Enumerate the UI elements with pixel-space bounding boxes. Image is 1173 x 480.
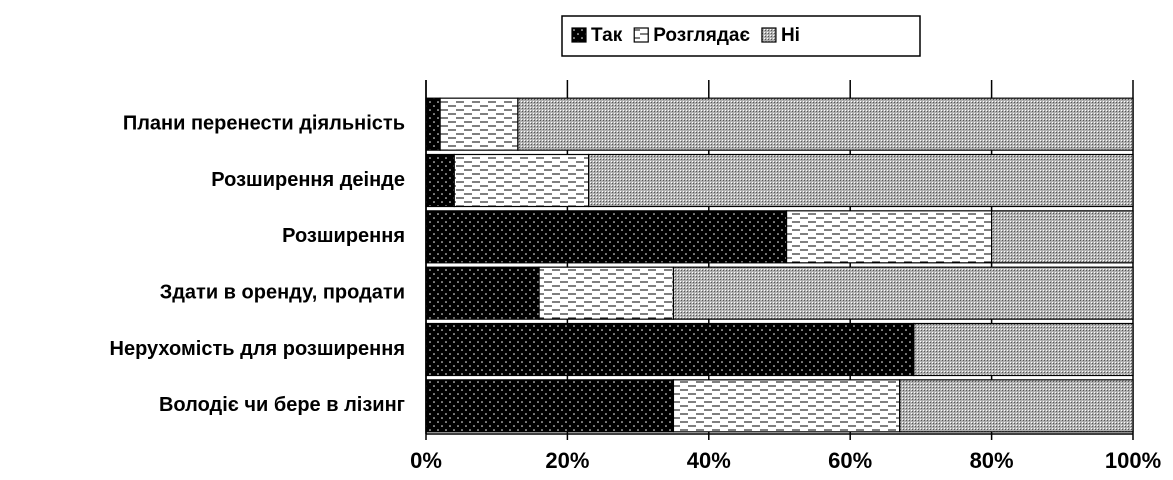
legend-swatch [571, 27, 587, 43]
bar-segment [425, 322, 915, 377]
x-tick-label: 40% [687, 448, 731, 473]
legend-label: Ні [781, 25, 800, 46]
bar-segment [899, 379, 1134, 433]
x-tick-label: 60% [828, 448, 872, 473]
y-tick-label: Нерухомість для розширення [110, 338, 405, 360]
x-tick-label: 80% [970, 448, 1014, 473]
x-tick-label: 20% [545, 448, 589, 473]
bar-segment [425, 97, 441, 151]
bar-segment [913, 322, 1134, 377]
legend-label: Так [591, 25, 623, 46]
x-tick-label: 0% [410, 448, 442, 473]
legend-label: Розглядає [653, 25, 750, 46]
bar-segment [538, 266, 675, 320]
legend-swatch [633, 27, 649, 43]
legend-swatch [761, 27, 777, 43]
bar-segment [517, 97, 1134, 151]
bar-segment [425, 266, 540, 320]
bar-segment [785, 210, 993, 264]
y-tick-label: Володіє чи бере в лізинг [159, 394, 405, 416]
y-tick-label: Здати в оренду, продати [160, 281, 405, 303]
bar-segment [672, 379, 901, 433]
x-tick-label: 100% [1105, 448, 1161, 473]
bar-segment [453, 153, 590, 208]
y-tick-label: Розширення деінде [211, 169, 405, 191]
bar-segment [672, 266, 1134, 320]
bar-segment [425, 210, 788, 264]
y-tick-label: Плани перенести діяльність [123, 112, 405, 134]
legend-box [561, 15, 921, 57]
bar-segment [588, 153, 1134, 208]
y-tick-label: Розширення [282, 225, 405, 247]
bar-segment [439, 97, 519, 151]
bar-segment [425, 379, 675, 433]
bar-segment [425, 153, 455, 208]
bar-segment [990, 210, 1134, 264]
